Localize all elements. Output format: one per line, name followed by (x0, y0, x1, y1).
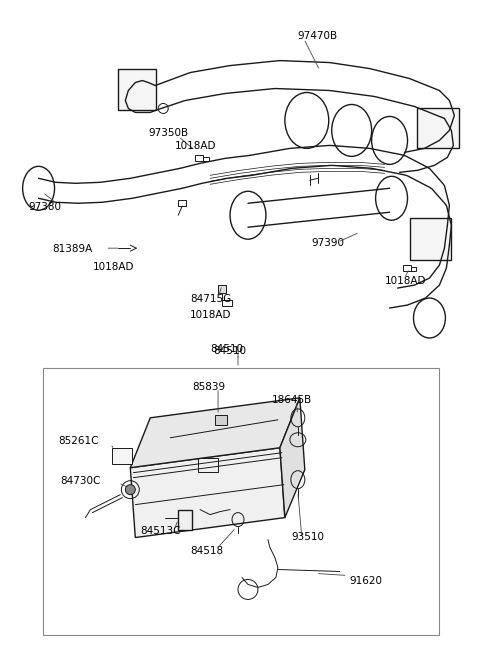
Text: 97470B: 97470B (298, 31, 338, 41)
Bar (178, 510, 192, 530)
Ellipse shape (125, 485, 135, 495)
Bar (215, 415, 227, 425)
Bar (112, 448, 132, 464)
Bar (195, 155, 203, 161)
Text: 97380: 97380 (29, 202, 61, 212)
Text: 81389A: 81389A (52, 244, 93, 254)
Text: 84510: 84510 (213, 346, 246, 356)
Text: 84510: 84510 (210, 344, 243, 354)
Polygon shape (130, 398, 300, 468)
Text: 18645B: 18645B (272, 395, 312, 405)
Text: 93510: 93510 (292, 532, 325, 542)
Text: 1018AD: 1018AD (93, 262, 134, 272)
Polygon shape (130, 448, 285, 538)
Text: 1018AD: 1018AD (175, 141, 216, 151)
Polygon shape (280, 398, 305, 517)
Text: 1018AD: 1018AD (384, 276, 426, 286)
Text: 84513C: 84513C (140, 525, 181, 536)
Text: 1018AD: 1018AD (190, 310, 232, 320)
Text: 84730C: 84730C (60, 476, 101, 486)
Bar (119, 69, 156, 111)
Bar (43, 368, 439, 635)
Text: 97390: 97390 (312, 238, 345, 248)
Bar (218, 285, 226, 293)
Text: 84715G: 84715G (190, 294, 231, 304)
Text: 84518: 84518 (190, 546, 223, 555)
Bar (418, 109, 459, 149)
Bar (203, 157, 209, 161)
Bar (198, 458, 218, 472)
Text: 85839: 85839 (192, 382, 225, 392)
Bar (403, 265, 410, 271)
Text: 97350B: 97350B (148, 128, 188, 138)
Bar (410, 267, 417, 271)
Bar (409, 218, 451, 260)
Bar (178, 200, 186, 206)
Text: 85261C: 85261C (59, 436, 99, 446)
Text: 91620: 91620 (350, 576, 383, 586)
Bar (222, 300, 232, 306)
